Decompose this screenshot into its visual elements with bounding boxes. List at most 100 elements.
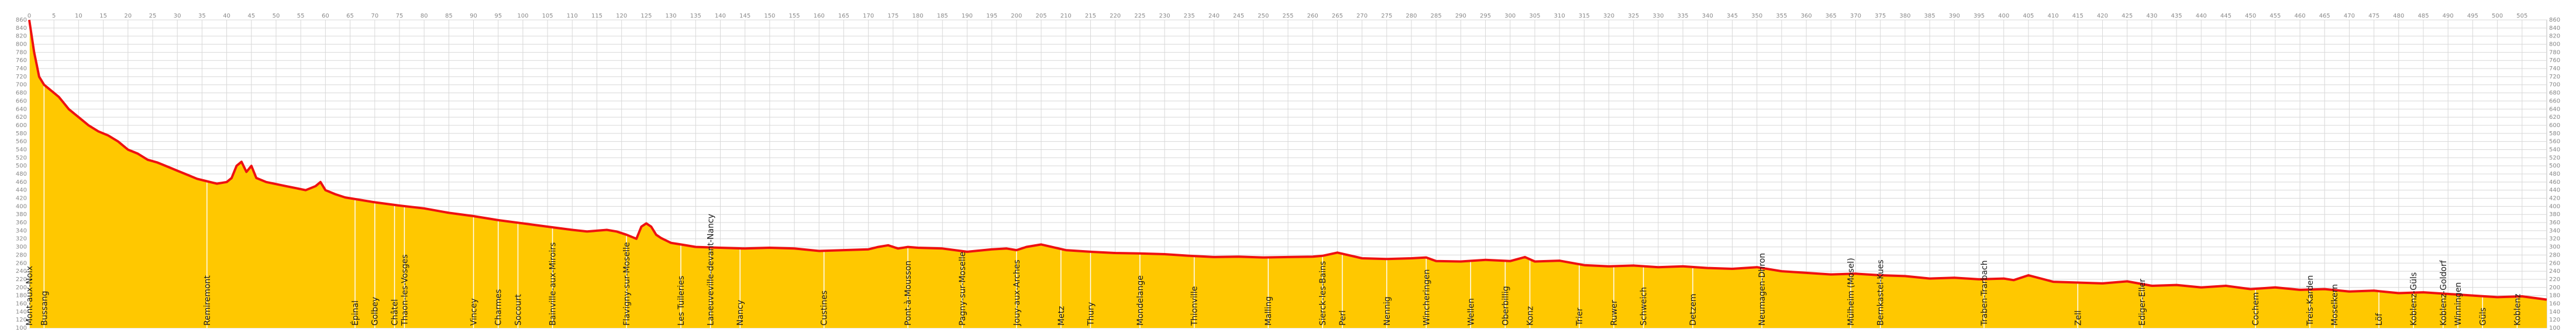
x-tick-label: 230 [1159, 13, 1170, 19]
y-tick-label: 340 [16, 228, 27, 234]
x-tick-label: 190 [962, 13, 973, 19]
town-label: Löf [2375, 313, 2384, 326]
town-label: Bussang [40, 291, 49, 326]
x-tick-label: 65 [346, 13, 354, 19]
town-label: Koblenz-Güls [2409, 272, 2419, 326]
x-tick-label: 60 [322, 13, 329, 19]
town-label: Konz [1526, 306, 1535, 326]
x-tick-label: 10 [75, 13, 82, 19]
y-tick-label-right: 160 [2549, 300, 2560, 307]
x-tick-label: 20 [124, 13, 132, 19]
x-tick-label: 395 [1974, 13, 1985, 19]
town-label: Charmes [494, 289, 504, 326]
town-label: Winningen [2454, 282, 2463, 326]
town-label: Châtel [391, 299, 400, 326]
y-tick-label-right: 660 [2549, 98, 2560, 104]
y-tick-label: 600 [16, 122, 27, 129]
x-tick-label: 400 [1998, 13, 2009, 19]
town-label: Custines [820, 290, 829, 326]
town-label: Pagny-sur-Moselle [958, 252, 967, 326]
x-tick-label: 300 [1504, 13, 1516, 19]
town-label: Ediger-Eller [2138, 279, 2147, 326]
y-tick-label-right: 760 [2549, 57, 2560, 64]
y-tick-label: 720 [16, 74, 27, 80]
y-tick-label: 800 [16, 42, 27, 48]
x-tick-label: 265 [1332, 13, 1343, 19]
y-tick-label: 100 [16, 325, 27, 331]
town-label: Metz [1057, 306, 1066, 326]
y-tick-label: 620 [16, 114, 27, 121]
y-tick-label: 320 [16, 236, 27, 242]
x-tick-label: 260 [1307, 13, 1318, 19]
x-tick-label: 370 [1850, 13, 1861, 19]
x-tick-label: 35 [198, 13, 206, 19]
x-tick-label: 425 [2122, 13, 2133, 19]
town-label: Mont-aux-Noix [25, 266, 35, 326]
profile-area-layer [29, 20, 2547, 328]
x-tick-label: 175 [887, 13, 898, 19]
y-tick-label: 180 [16, 293, 27, 299]
x-tick-label: 440 [2196, 13, 2207, 19]
x-tick-label: 355 [1776, 13, 1787, 19]
x-tick-label: 15 [99, 13, 107, 19]
x-tick-label: 135 [690, 13, 701, 19]
x-tick-label: 170 [863, 13, 874, 19]
y-tick-label-right: 560 [2549, 139, 2560, 145]
y-tick-label-right: 400 [2549, 203, 2560, 210]
y-tick-label-right: 480 [2549, 171, 2560, 177]
town-label: Traben-Trarbach [1980, 260, 1989, 326]
x-tick-label: 505 [2516, 13, 2527, 19]
y-tick-label-right: 780 [2549, 49, 2560, 56]
x-tick-label: 480 [2393, 13, 2404, 19]
x-tick-label: 50 [273, 13, 280, 19]
y-tick-label: 480 [16, 171, 27, 177]
x-tick-label: 450 [2245, 13, 2256, 19]
x-tick-label: 275 [1381, 13, 1392, 19]
town-label: Koblenz-Goldorf [2439, 259, 2448, 326]
x-tick-label: 325 [1628, 13, 1639, 19]
y-tick-label: 780 [16, 49, 27, 56]
x-tick-label: 250 [1258, 13, 1269, 19]
y-tick-label-right: 340 [2549, 228, 2560, 234]
town-label: Oberbillig [1501, 286, 1510, 326]
x-tick-label: 140 [715, 13, 726, 19]
y-tick-label-right: 280 [2549, 252, 2560, 258]
x-tick-label: 485 [2417, 13, 2429, 19]
x-tick-label: 90 [470, 13, 477, 19]
y-tick-label-right: 180 [2549, 293, 2560, 299]
y-tick-label: 520 [16, 155, 27, 161]
town-label: Malling [1264, 296, 1273, 326]
x-tick-label: 315 [1579, 13, 1590, 19]
x-tick-label: 40 [223, 13, 230, 19]
x-tick-label: 420 [2097, 13, 2108, 19]
y-tick-label: 680 [16, 90, 27, 97]
x-tick-label: 330 [1652, 13, 1664, 19]
town-label: Moselkern [2330, 284, 2340, 326]
town-label: Nennig [1383, 296, 1392, 326]
x-tick-label: 155 [789, 13, 800, 19]
y-tick-label-right: 740 [2549, 66, 2560, 72]
y-tick-label-right: 720 [2549, 74, 2560, 80]
x-tick-label: 165 [838, 13, 849, 19]
town-label: Detzem [1689, 294, 1698, 326]
town-label: Thury [1086, 302, 1096, 326]
x-tick-label: 255 [1282, 13, 1293, 19]
x-tick-label: 305 [1529, 13, 1540, 19]
y-tick-label: 740 [16, 66, 27, 72]
y-tick-label-right: 540 [2549, 146, 2560, 153]
x-tick-label: 85 [445, 13, 453, 19]
y-tick-label-right: 120 [2549, 317, 2560, 323]
y-tick-label: 280 [16, 252, 27, 258]
y-tick-label-right: 680 [2549, 90, 2560, 97]
x-tick-label: 115 [591, 13, 602, 19]
x-tick-label: 55 [297, 13, 305, 19]
town-label: Pont-à-Mousson [904, 261, 913, 326]
y-tick-label: 400 [16, 203, 27, 210]
x-tick-label: 200 [1011, 13, 1022, 19]
town-label: Épinal [350, 300, 360, 326]
y-tick-label: 120 [16, 317, 27, 323]
town-label: Treis-Karden [2306, 275, 2315, 326]
y-tick-label-right: 140 [2549, 309, 2560, 315]
